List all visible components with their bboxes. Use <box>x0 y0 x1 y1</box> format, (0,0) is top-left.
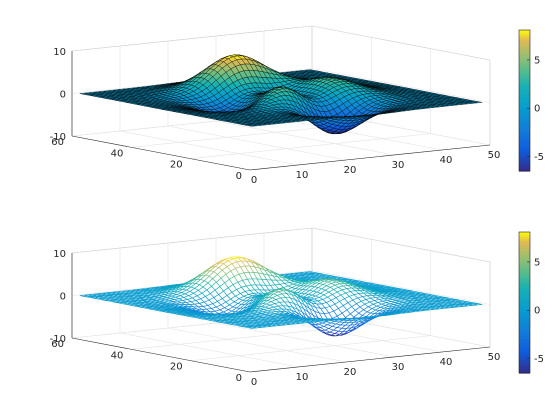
top-colorbar: -5 0 5 <box>518 29 544 172</box>
top-colorbar-tick-label: 0 <box>534 104 540 115</box>
bottom-y-axis <box>71 337 251 373</box>
mesh-patch <box>473 303 483 306</box>
bottom-y-tick-label: 40 <box>111 350 124 361</box>
bottom-x-tick-label: 10 <box>296 372 309 383</box>
surf-plot-top: 0 10 20 30 40 50 0 20 40 60-10 0 10 -5 0 5 <box>50 25 544 186</box>
top-z-tick-label: -10 <box>50 132 66 143</box>
bottom-y-tick-label: 0 <box>236 373 242 384</box>
mesh-plot-bottom: 0 10 20 30 40 50 0 20 40 60-10 0 10 -5 0 5 <box>50 227 544 388</box>
top-y-tick-label: 0 <box>236 171 242 182</box>
top-colorbar-tick-label: 5 <box>534 55 540 66</box>
top-x-tick-label: 20 <box>344 165 357 176</box>
top-z-tick-label: 0 <box>60 90 66 101</box>
top-y-axis <box>71 135 251 171</box>
top-x-tick-label: 10 <box>296 170 309 181</box>
bottom-colorbar: -5 0 5 <box>518 231 544 374</box>
top-colorbar-tick-label: -5 <box>534 152 544 163</box>
top-x-tick-label: 50 <box>488 150 501 161</box>
bottom-colorbar-tick-label: -5 <box>534 354 544 365</box>
top-z-tick-label: 10 <box>53 47 66 58</box>
bottom-z-tick-label: 0 <box>60 292 66 303</box>
bottom-x-tick-label: 0 <box>251 377 257 388</box>
top-surface <box>79 54 483 134</box>
surface-patch <box>473 101 483 104</box>
bottom-x-axis <box>249 346 491 373</box>
bottom-x-tick-label: 30 <box>392 362 405 373</box>
top-x-tick-label: 0 <box>251 175 257 186</box>
bottom-y-tick-label: 60 <box>51 339 64 350</box>
bottom-surface <box>79 256 483 337</box>
bottom-z-tick-label: 10 <box>53 249 66 260</box>
top-x-axis <box>249 144 491 171</box>
top-x-tick-label: 30 <box>392 160 405 171</box>
bottom-x-tick-label: 50 <box>488 352 501 363</box>
top-y-tick-label: 20 <box>170 160 183 171</box>
bottom-colorbar-tick-label: 0 <box>534 306 540 317</box>
bottom-colorbar-tick-label: 5 <box>534 257 540 268</box>
bottom-x-tick-label: 20 <box>344 367 357 378</box>
top-y-tick-label: 60 <box>51 137 64 148</box>
top-x-tick-label: 40 <box>440 155 453 166</box>
bottom-y-tick-label: 20 <box>170 362 183 373</box>
bottom-z-tick-label: -10 <box>50 334 66 345</box>
top-y-tick-label: 40 <box>111 148 124 159</box>
bottom-x-tick-label: 40 <box>440 357 453 368</box>
